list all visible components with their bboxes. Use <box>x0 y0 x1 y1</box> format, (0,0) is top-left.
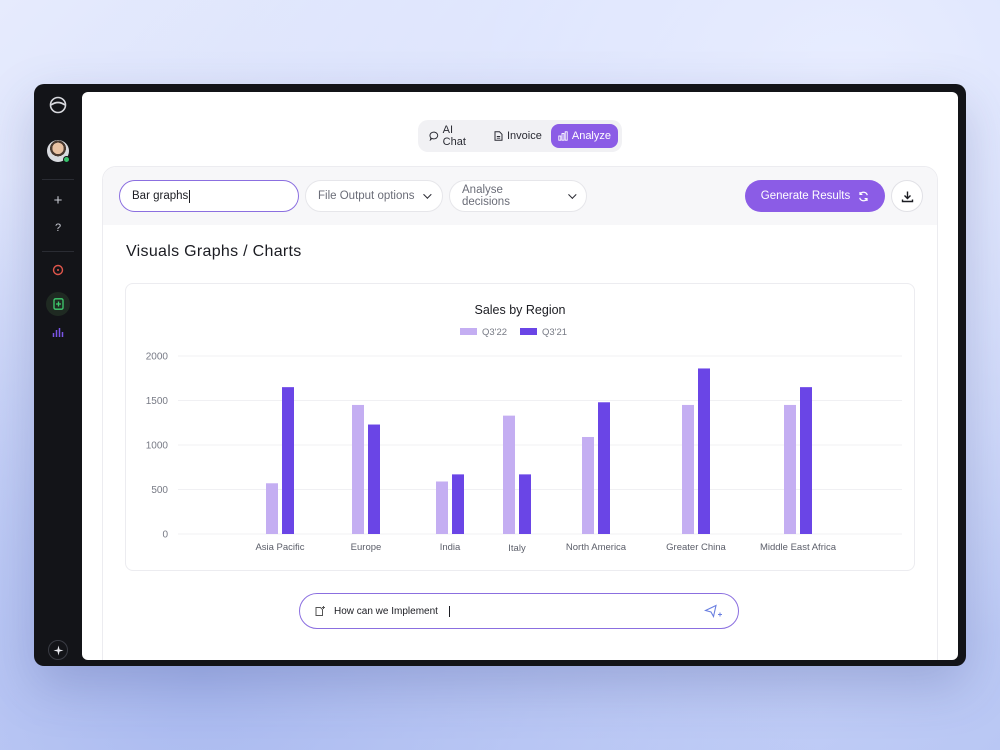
chevron-down-icon <box>568 190 577 199</box>
x-tick-label: Europe <box>351 542 382 553</box>
chart-bars <box>266 368 812 534</box>
tab-invoice[interactable]: Invoice <box>487 124 549 148</box>
generate-label: Generate Results <box>760 190 851 202</box>
analyze-icon <box>558 131 568 141</box>
y-tick-label: 1500 <box>146 396 169 407</box>
main-screen: AI Chat Invoice Analyze Bar graphs File … <box>82 92 958 660</box>
bar <box>682 404 694 534</box>
tab-ai-chat[interactable]: AI Chat <box>422 124 485 148</box>
bar <box>698 368 710 534</box>
bar <box>582 436 594 534</box>
chart-card: Sales by Region Q3'22 Q3'21 0 500 1000 1500 2… <box>125 283 915 571</box>
bar <box>503 415 515 534</box>
tab-analyze[interactable]: Analyze <box>550 124 618 148</box>
bar <box>519 474 531 534</box>
search-value: Bar graphs <box>132 190 189 202</box>
attach-file-icon[interactable] <box>314 605 326 617</box>
x-tick-label: Middle East Africa <box>760 542 837 553</box>
download-icon <box>901 191 913 202</box>
y-tick-label: 1000 <box>146 441 169 452</box>
bar <box>282 387 294 534</box>
help-icon[interactable]: ? <box>54 222 62 234</box>
section-title: Visuals Graphs / Charts <box>126 243 302 260</box>
text-caret <box>448 605 450 617</box>
chart-legend: Q3'22 Q3'21 <box>460 327 567 338</box>
y-tick-label: 2000 <box>146 352 169 363</box>
bar <box>598 402 610 534</box>
refresh-icon <box>859 191 869 201</box>
sparkle-icon[interactable] <box>48 640 68 660</box>
prompt-input[interactable]: How can we Implement <box>299 593 739 629</box>
generate-results-button[interactable]: Generate Results <box>745 180 885 212</box>
divider <box>42 179 74 180</box>
app-window: + ? AI Chat Invoice Analy <box>34 84 966 666</box>
bar <box>452 474 464 534</box>
online-status-icon <box>63 156 70 163</box>
y-axis: 0 500 1000 1500 2000 <box>146 352 169 541</box>
prompt-value: How can we Implement <box>334 605 441 617</box>
file-output-label: File Output options <box>318 190 415 202</box>
bar-chart: Sales by Region Q3'22 Q3'21 0 500 1000 1500 2… <box>146 303 902 554</box>
legend-label: Q3'21 <box>542 327 567 338</box>
legend-swatch <box>520 328 537 335</box>
toolbar: Bar graphs File Output options Analyse d… <box>103 167 937 225</box>
y-tick-label: 500 <box>151 485 168 496</box>
bar <box>368 424 380 534</box>
x-tick-label: Greater China <box>666 542 726 553</box>
download-button[interactable] <box>891 180 923 212</box>
chart-title: Sales by Region <box>474 303 565 317</box>
mode-switcher: AI Chat Invoice Analyze <box>418 120 622 152</box>
x-tick-label: India <box>440 542 461 553</box>
bar <box>800 387 812 534</box>
chat-icon <box>429 131 439 141</box>
bar <box>352 404 364 534</box>
tab-label: Analyze <box>571 130 611 142</box>
x-tick-label: Italy <box>508 543 526 554</box>
bar <box>784 404 796 534</box>
x-axis: Asia Pacific Europe India Italy North Americ… <box>255 542 836 554</box>
analyse-decisions-dropdown[interactable]: Analyse decisions <box>449 180 587 212</box>
x-tick-label: North America <box>566 542 627 553</box>
file-output-dropdown[interactable]: File Output options <box>305 180 443 212</box>
tab-label: AI Chat <box>442 124 466 148</box>
chevron-down-icon <box>422 190 432 199</box>
sidebar-rail: + ? <box>34 84 82 666</box>
logo-icon[interactable] <box>49 96 67 114</box>
analysis-panel: Bar graphs File Output options Analyse d… <box>102 166 938 660</box>
send-icon[interactable] <box>704 604 724 618</box>
bar <box>436 481 448 534</box>
y-tick-label: 0 <box>162 530 168 541</box>
bar <box>266 483 278 534</box>
legend-swatch <box>460 328 477 335</box>
chat-icon[interactable] <box>52 264 64 276</box>
legend-label: Q3'22 <box>482 327 507 338</box>
chart-grid <box>178 355 902 535</box>
search-input[interactable]: Bar graphs <box>119 180 299 212</box>
tab-label: Invoice <box>507 130 542 142</box>
invoice-icon[interactable] <box>46 292 70 316</box>
analyze-icon[interactable] <box>52 326 64 338</box>
analyse-label: Analyse decisions <box>462 184 510 208</box>
avatar[interactable] <box>47 140 70 163</box>
divider <box>42 251 74 252</box>
invoice-icon <box>494 131 503 141</box>
x-tick-label: Asia Pacific <box>255 542 304 553</box>
text-caret <box>189 189 191 203</box>
add-icon[interactable]: + <box>53 192 63 209</box>
